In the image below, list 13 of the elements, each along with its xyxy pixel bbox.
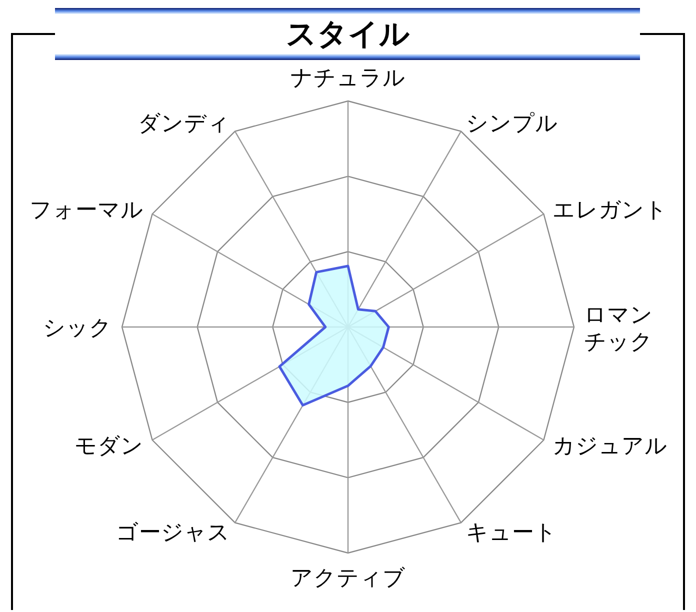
spoke-label: ロマンチック: [584, 303, 653, 355]
chart-title: スタイル: [286, 17, 410, 52]
spoke-label: シック: [43, 316, 112, 341]
spoke-label: エレガント: [552, 198, 668, 223]
spoke-label: アクティブ: [290, 566, 406, 591]
spoke-label: カジュアル: [552, 434, 668, 459]
spoke-label: シンプル: [466, 112, 558, 137]
spoke-label: ダンディ: [138, 112, 230, 137]
spoke-label: ナチュラル: [290, 66, 406, 91]
spoke-label: ゴージャス: [116, 520, 230, 546]
spoke-label: モダン: [74, 434, 144, 459]
spoke-label: キュート: [466, 520, 557, 546]
spoke-label: フォーマル: [30, 198, 144, 223]
